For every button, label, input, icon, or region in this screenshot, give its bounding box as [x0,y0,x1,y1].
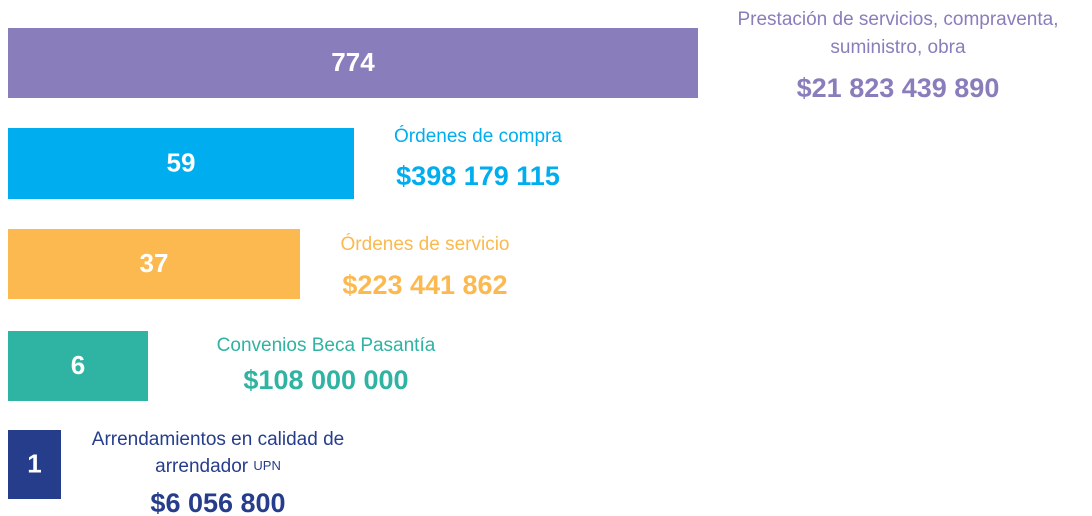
count: 6 [71,350,85,380]
label-line: Órdenes de servicio [341,233,510,255]
amount: $21 823 439 890 [797,73,1000,103]
label-line: suministro, obra [830,37,966,58]
item: 6 Convenios Beca Pasantía $108 000 000 [8,331,436,401]
item: 37 Órdenes de servicio $223 441 862 [8,229,509,300]
label: suministro, obra [830,37,966,58]
amount: $6 056 800 [150,488,285,516]
bar [8,331,148,401]
count: 37 [140,248,169,278]
label-line: arrendador [155,456,249,477]
label: Prestación de servicios, compraventa, [737,9,1058,30]
amount: $108 000 000 [243,365,408,395]
label-suffix: UPN [253,458,280,473]
label: Convenios Beca Pasantía [217,335,436,356]
item: 774 Prestación de servicios, compraventa,… [8,9,1059,103]
label-line: Prestación de servicios, compraventa, [737,9,1058,30]
label-line: Arrendamientos en calidad de [92,429,344,450]
item: 1 Arrendamientos en calidad de arrendador … [8,429,344,516]
bar [8,229,300,299]
bar [8,28,698,98]
count: 59 [167,147,196,177]
count: 1 [27,448,41,478]
label: Órdenes de servicio [341,233,510,255]
amount: $398 179 115 [396,161,560,191]
label: arrendador UPN [155,456,281,477]
label-line: Órdenes de compra [394,125,562,147]
label-line: Convenios Beca Pasantía [217,335,436,356]
count: 774 [331,47,375,77]
item: 59 Órdenes de compra $398 179 115 [8,125,562,199]
label: Órdenes de compra [394,125,562,147]
label: Arrendamientos en calidad de [92,429,344,450]
bar [8,128,354,199]
amount: $223 441 862 [342,270,507,300]
bar [8,430,61,499]
